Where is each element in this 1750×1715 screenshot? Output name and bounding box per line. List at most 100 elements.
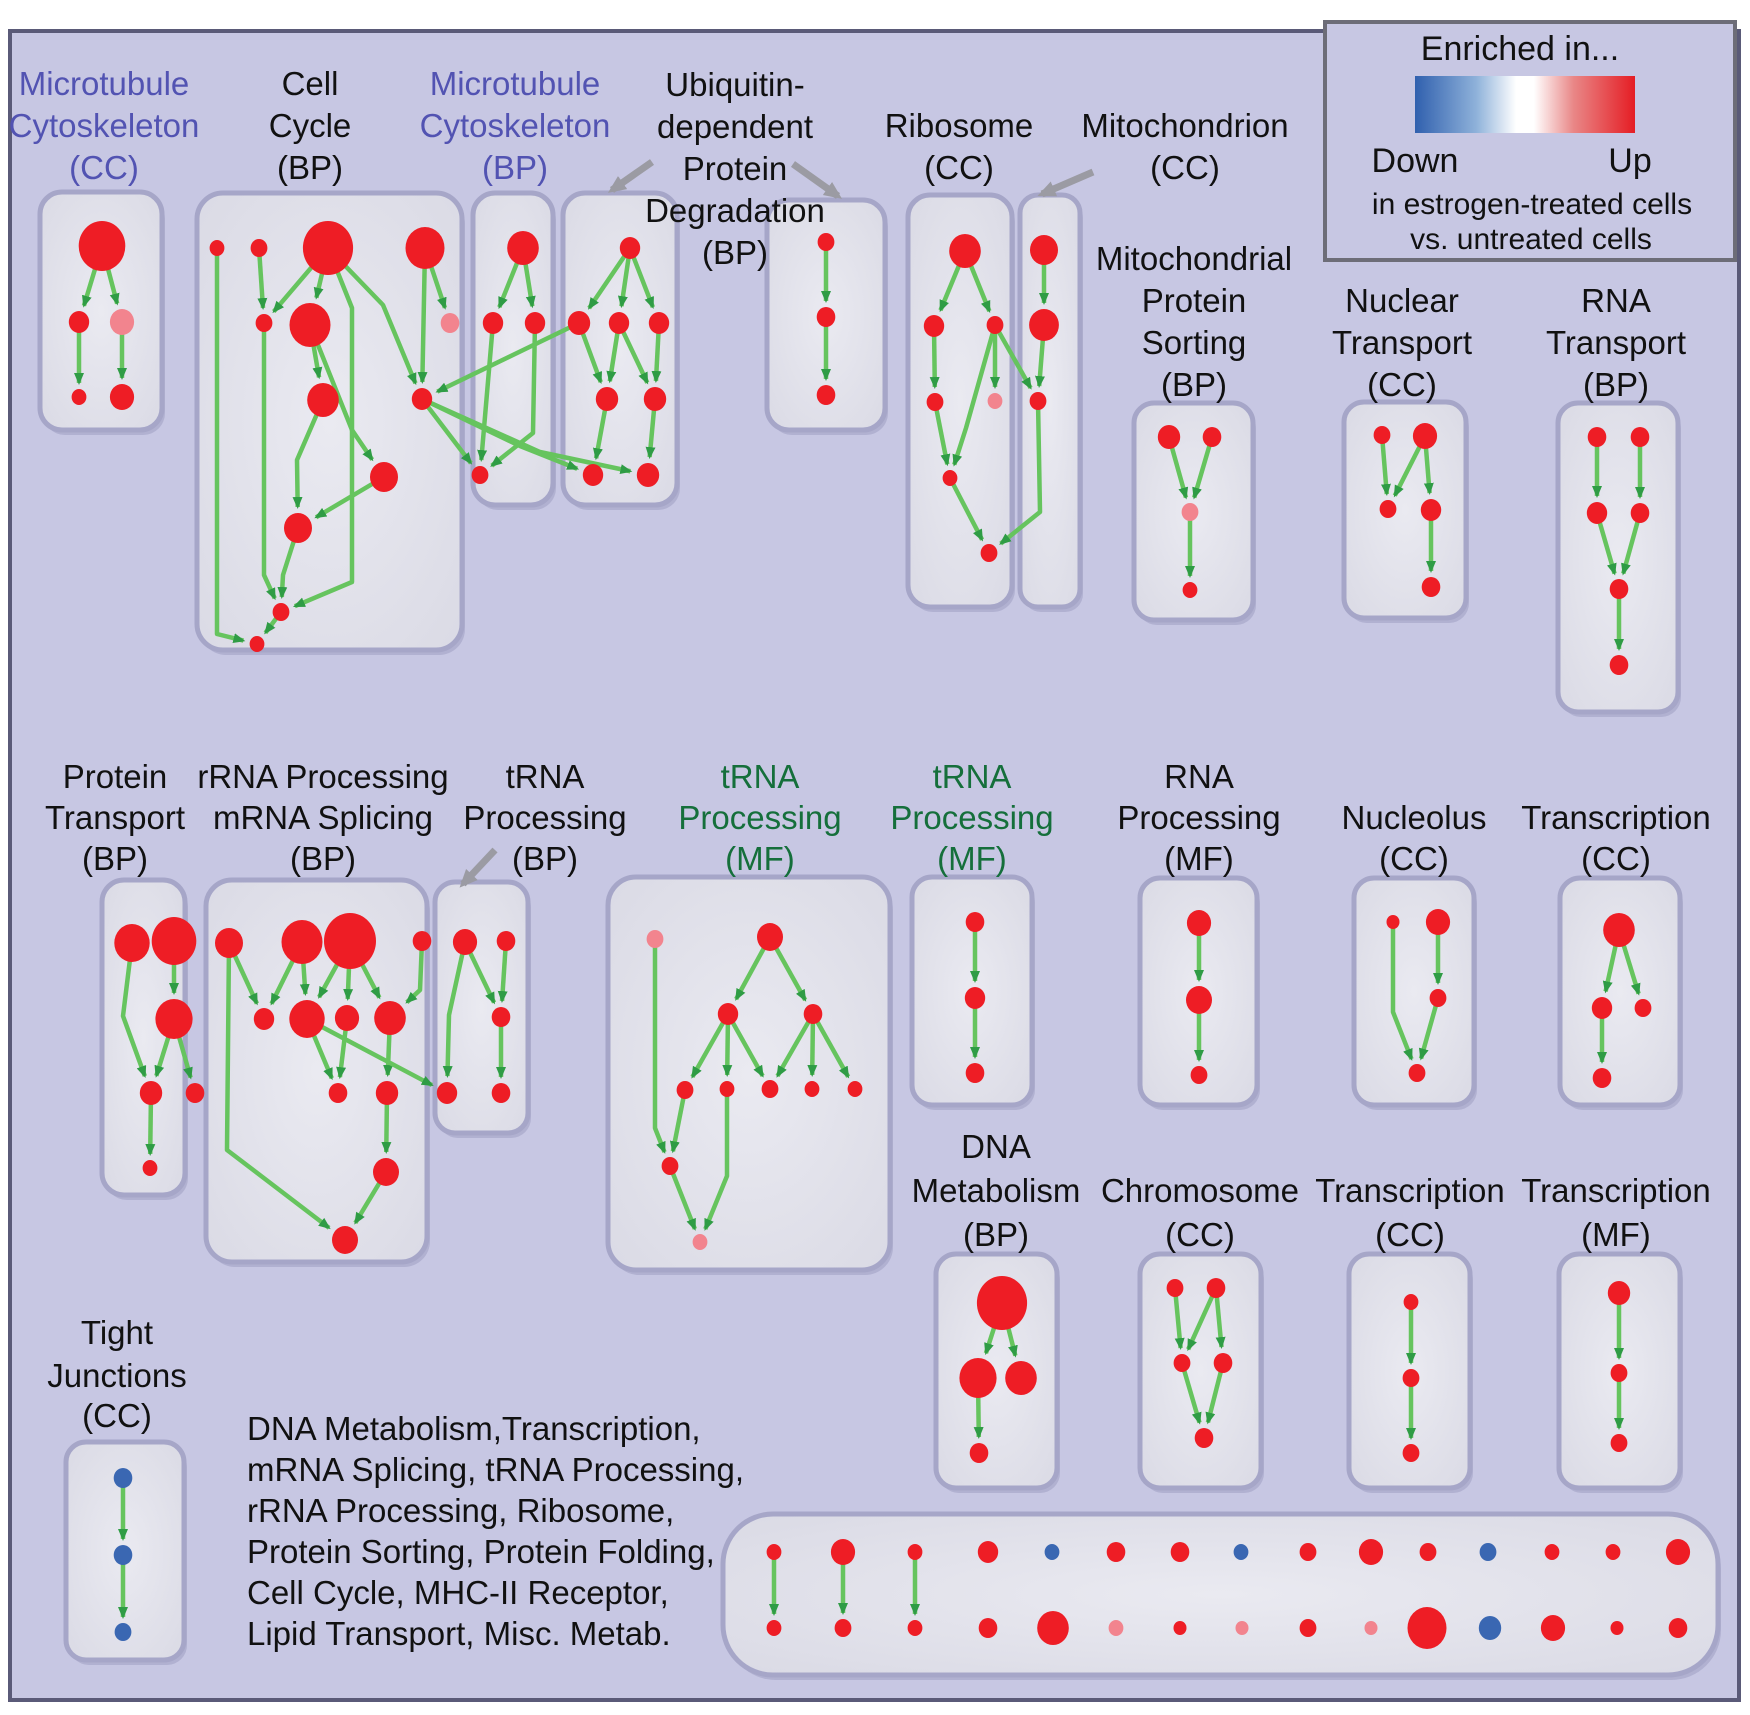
node-p4 [1182, 582, 1198, 598]
node-ta4 [977, 1541, 999, 1563]
box-dna-metabolism [933, 1251, 1060, 1491]
node-a5 [109, 384, 135, 410]
label-line: (BP) [482, 149, 548, 186]
label-line: Microtubule [430, 65, 601, 102]
edge-e4-e5 [1205, 1362, 1226, 1425]
node-y10 [661, 1157, 679, 1175]
node-a4 [71, 389, 87, 405]
label-mitochondrion: Mitochondrion (CC) [1081, 107, 1288, 186]
node-tb3 [907, 1620, 923, 1636]
box-ubiquitin-a [560, 190, 680, 508]
label-line: Nucleolus [1342, 799, 1487, 836]
edge-n1-n4 [1390, 922, 1414, 1061]
node-ta6 [1106, 1542, 1126, 1562]
label-protein-transport: Protein Transport (BP) [45, 758, 185, 877]
node-h2 [281, 920, 323, 964]
node-y3 [717, 1003, 739, 1025]
label-line: Processing [890, 799, 1053, 836]
node-r5 [987, 393, 1003, 409]
box-transcription-cc-1 [1557, 875, 1683, 1108]
edge-r3-r6 [952, 324, 998, 467]
label-line: Tight [81, 1314, 153, 1351]
node-g5 [185, 1083, 205, 1103]
node-v3 [816, 385, 836, 405]
node-w4 [1630, 503, 1650, 523]
edge-g1-g4 [120, 942, 147, 1078]
node-e4 [1213, 1353, 1233, 1373]
label-line: (BP) [290, 840, 356, 877]
label-line: Mitochondrion [1081, 107, 1288, 144]
gray-pointer-arrow-3 [459, 847, 498, 888]
node-u6 [643, 387, 667, 411]
edge-w4-w5 [1621, 512, 1643, 576]
label-chromosome: Chromosome (CC) [1101, 1172, 1299, 1253]
label-pointer-arrows [459, 159, 1095, 888]
label-line: Lipid Transport, Misc. Metab. [247, 1615, 671, 1652]
label-nucleolus: Nucleolus (CC) [1342, 799, 1487, 877]
legend-up-label: Up [1608, 142, 1651, 180]
node-m1 [507, 231, 539, 265]
edge-n3-n4 [1418, 997, 1441, 1061]
edge-c3-c12 [292, 247, 355, 609]
box-rrna-mrna [203, 877, 430, 1265]
edge-y3-y5 [690, 1012, 730, 1079]
node-h4 [412, 931, 432, 951]
node-x2 [1610, 1364, 1628, 1382]
node-q2 [1412, 423, 1438, 449]
label-line: Chromosome [1101, 1172, 1299, 1209]
edge-z2-z3 [497, 940, 509, 1004]
node-e2 [1206, 1278, 1226, 1298]
node-c2 [250, 239, 268, 257]
edge-c5-c12 [261, 323, 277, 601]
node-h9 [328, 1083, 348, 1103]
edge-r3-t3 [993, 323, 1033, 390]
label-line: (BP) [1161, 366, 1227, 403]
node-c3 [302, 221, 354, 275]
label-line: DNA [961, 1128, 1031, 1165]
node-u4 [648, 312, 670, 334]
label-line: rRNA Processing, Ribosome, [247, 1492, 674, 1529]
label-line: Transport [45, 799, 185, 836]
label-line: Transcription [1521, 1172, 1711, 1209]
node-ta14 [1605, 1544, 1621, 1560]
node-r6 [942, 470, 958, 486]
node-h12 [332, 1226, 358, 1254]
node-u8 [636, 463, 660, 487]
node-tb8 [1235, 1621, 1249, 1635]
node-y11 [692, 1234, 708, 1250]
node-c1 [209, 240, 225, 256]
edge-c2-c5 [256, 247, 268, 311]
node-u1 [619, 237, 641, 259]
node-tb12 [1478, 1616, 1502, 1640]
node-o4 [1592, 1068, 1612, 1088]
node-n4 [1408, 1064, 1426, 1082]
label-line: Processing [1117, 799, 1280, 836]
node-f3 [1402, 1444, 1420, 1462]
legend-gradient-bar [1415, 76, 1635, 133]
edge-z1-z4 [442, 941, 468, 1079]
edge-r6-r7 [948, 476, 985, 542]
node-h11 [373, 1158, 399, 1186]
node-y2 [757, 923, 783, 951]
label-line: Ribosome [885, 107, 1034, 144]
edge-q1-q3 [1379, 434, 1391, 497]
label-trna-mf-1: tRNA Processing (MF) [678, 758, 841, 877]
node-j3 [114, 1623, 132, 1641]
label-line: Processing [463, 799, 626, 836]
node-a3 [109, 309, 135, 335]
label-line: (CC) [69, 149, 139, 186]
label-transcription-cc-2: Transcription (CC) [1315, 1172, 1505, 1253]
node-q1 [1373, 426, 1391, 444]
gray-pointer-arrow-2 [1037, 168, 1095, 198]
node-p3 [1181, 503, 1199, 521]
label-line: RNA [1164, 758, 1234, 795]
node-d3 [1005, 1361, 1037, 1395]
legend-subtitle-1: in estrogen-treated cells [1372, 188, 1692, 221]
node-tb2 [834, 1619, 852, 1637]
node-ta3 [907, 1544, 923, 1560]
node-x3 [1610, 1434, 1628, 1452]
node-w5 [1609, 579, 1629, 599]
label-line: Sorting [1142, 324, 1247, 361]
node-r2 [923, 315, 945, 337]
label-line: mRNA Splicing, tRNA Processing, [247, 1451, 744, 1488]
